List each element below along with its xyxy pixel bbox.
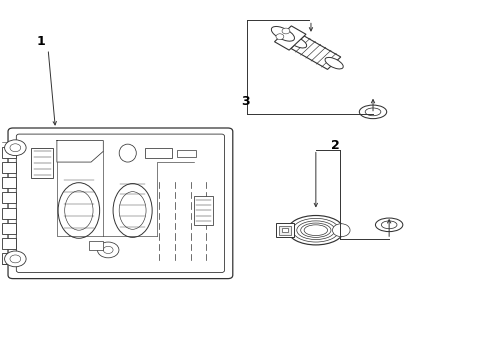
Ellipse shape — [119, 192, 146, 229]
Ellipse shape — [289, 36, 307, 48]
Bar — [2, 192, 16, 203]
Bar — [276, 224, 294, 237]
Circle shape — [332, 224, 350, 237]
Ellipse shape — [359, 105, 387, 119]
Text: 2: 2 — [331, 139, 340, 152]
Ellipse shape — [293, 219, 339, 242]
Bar — [31, 148, 53, 178]
Bar — [2, 208, 16, 219]
Circle shape — [103, 246, 113, 253]
FancyBboxPatch shape — [16, 134, 224, 273]
Ellipse shape — [119, 144, 136, 162]
Bar — [89, 241, 103, 250]
Circle shape — [282, 28, 290, 34]
Polygon shape — [291, 36, 341, 69]
Bar — [279, 226, 292, 235]
Bar — [2, 162, 16, 173]
Bar — [2, 238, 16, 249]
Circle shape — [98, 242, 119, 258]
Bar — [145, 148, 172, 158]
Text: 3: 3 — [241, 95, 250, 108]
Ellipse shape — [365, 108, 381, 116]
Bar — [2, 223, 16, 234]
Ellipse shape — [325, 57, 343, 69]
Circle shape — [10, 255, 21, 263]
Bar — [2, 147, 16, 158]
Ellipse shape — [58, 183, 99, 238]
Ellipse shape — [113, 184, 152, 237]
Ellipse shape — [297, 221, 335, 239]
Ellipse shape — [301, 223, 331, 237]
Circle shape — [4, 140, 26, 156]
Bar — [176, 149, 196, 157]
Polygon shape — [274, 26, 306, 50]
Ellipse shape — [288, 216, 344, 245]
Ellipse shape — [381, 221, 397, 229]
Ellipse shape — [304, 225, 328, 235]
Text: 1: 1 — [36, 35, 45, 49]
FancyBboxPatch shape — [8, 128, 233, 279]
Ellipse shape — [375, 218, 403, 231]
Ellipse shape — [271, 27, 294, 41]
Circle shape — [10, 144, 21, 152]
Bar — [2, 253, 16, 264]
Circle shape — [276, 34, 284, 40]
Bar — [194, 196, 213, 225]
Bar — [2, 177, 16, 188]
Circle shape — [4, 251, 26, 267]
Bar — [282, 228, 288, 232]
Ellipse shape — [65, 191, 93, 230]
